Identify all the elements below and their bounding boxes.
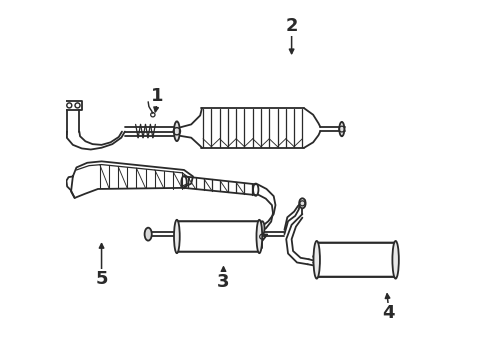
Text: 5: 5 [96,270,108,288]
Ellipse shape [314,241,320,279]
Ellipse shape [299,198,306,208]
Text: 1: 1 [151,87,163,105]
Ellipse shape [174,220,180,253]
Ellipse shape [174,121,180,141]
Text: 4: 4 [382,304,394,322]
Text: 3: 3 [217,273,230,291]
Ellipse shape [256,220,262,253]
Ellipse shape [339,122,344,136]
Text: 2: 2 [285,17,298,35]
Ellipse shape [145,228,152,240]
Ellipse shape [260,221,265,235]
Ellipse shape [392,241,399,279]
